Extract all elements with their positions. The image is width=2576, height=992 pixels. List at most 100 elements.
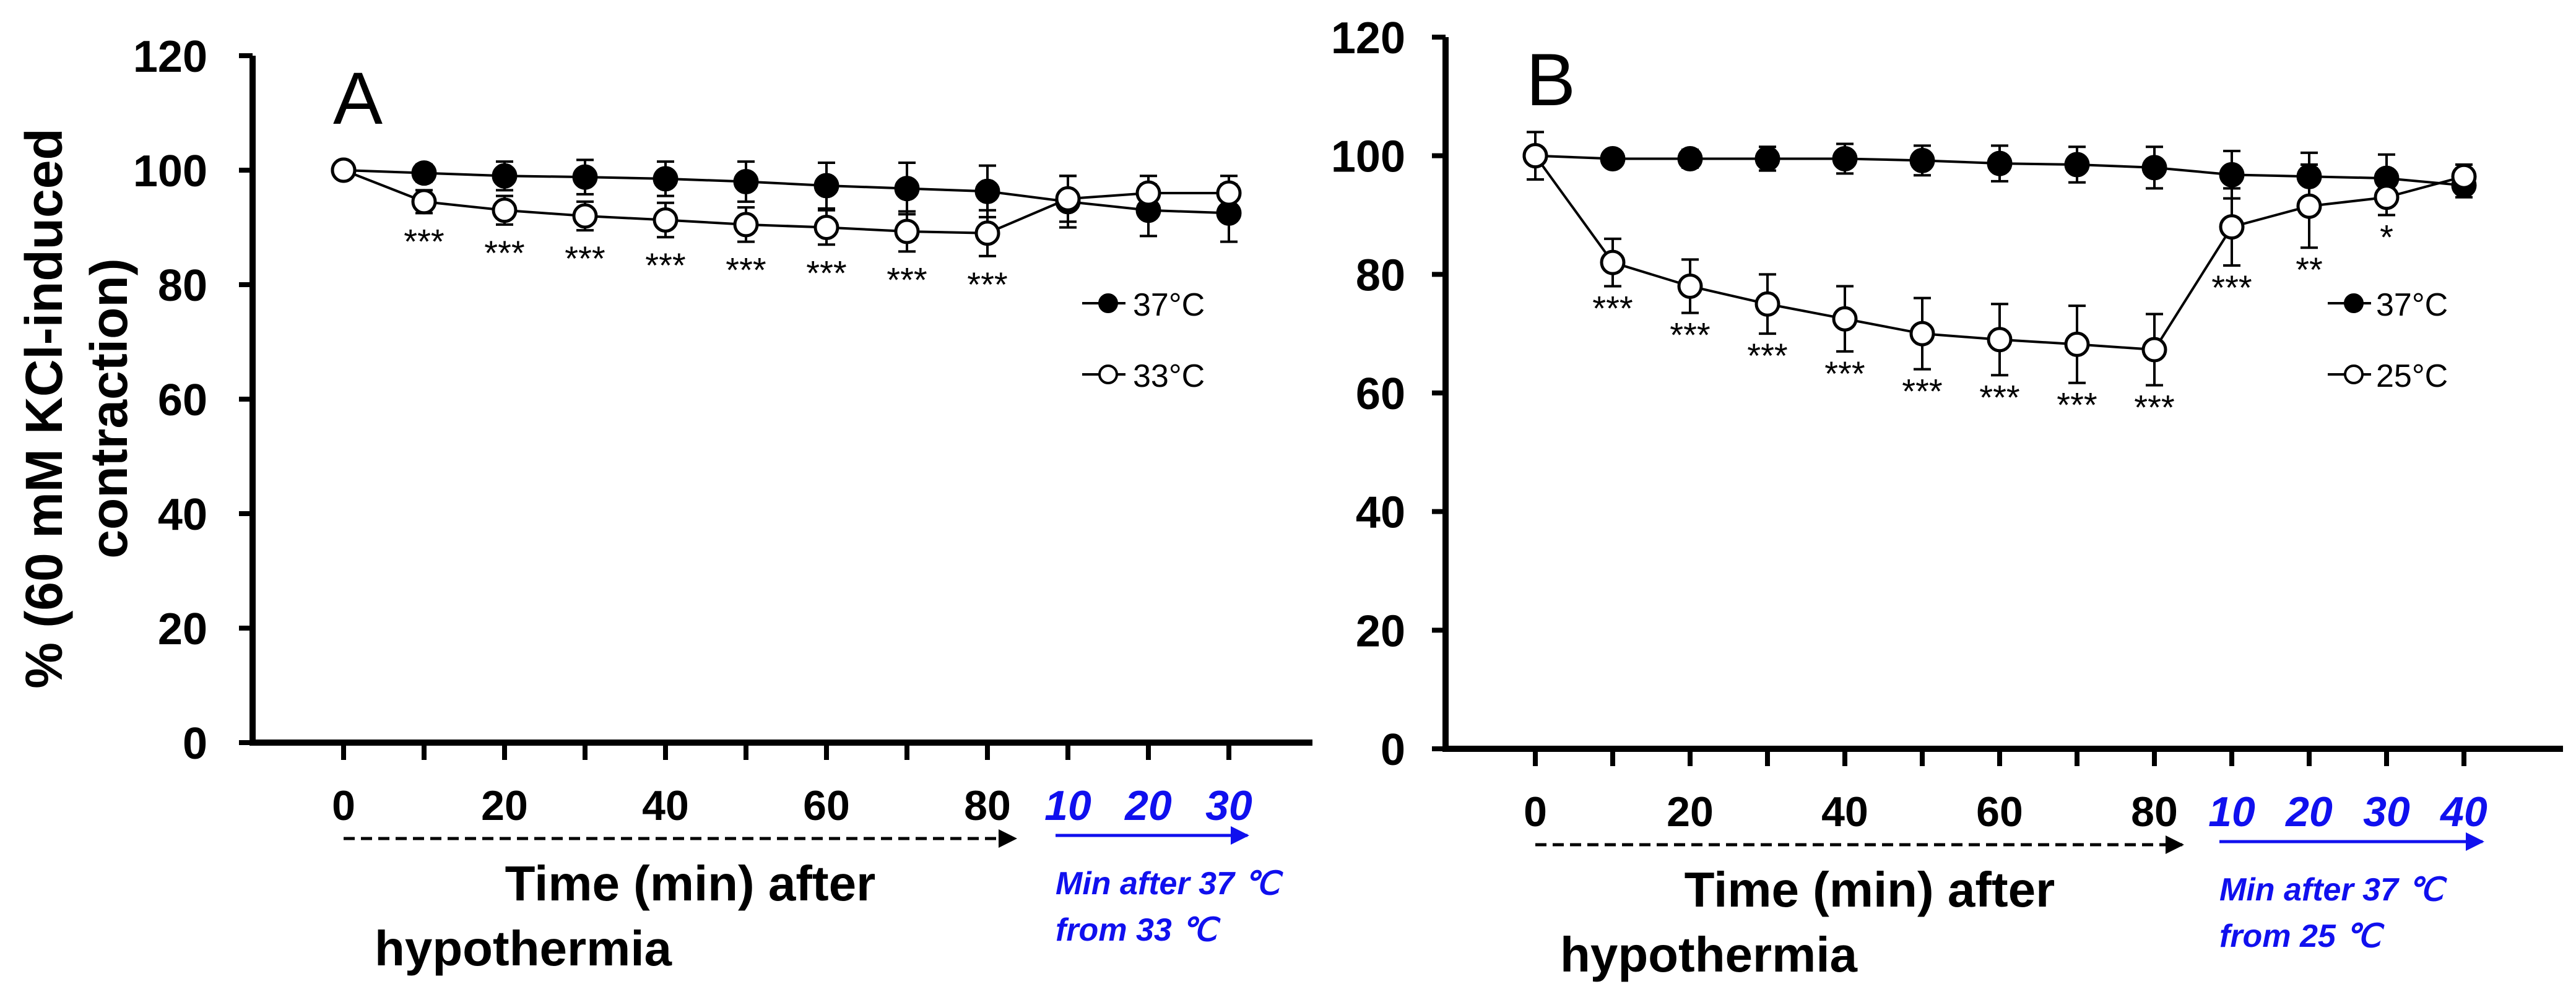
y-axis-label-line1: % (60 mM KCl-induced [15, 128, 73, 688]
significance-annotation: *** [1979, 377, 2019, 416]
x-tick-label: 80 [964, 782, 1011, 829]
y-tick-label: 40 [158, 490, 207, 540]
x-tick-label: 0 [1524, 788, 1547, 835]
data-point-filled [894, 176, 920, 202]
series-line-open [343, 169, 1229, 235]
recovery-label-line2: from 25 ℃ [2219, 918, 2385, 954]
significance-annotation: *** [887, 260, 927, 299]
y-tick-label: 20 [1356, 606, 1405, 656]
recovery-tick-label: 20 [2284, 788, 2333, 835]
y-tick-label: 20 [158, 605, 207, 654]
y-tick-label: 0 [183, 719, 207, 769]
data-point-filled [653, 166, 679, 192]
data-point-open [2451, 163, 2477, 189]
y-tick-label: 100 [133, 147, 207, 196]
x-axis-label-line2: hypothermia [375, 921, 672, 976]
legend-marker-filled [2344, 293, 2364, 313]
data-point-open [331, 157, 357, 183]
significance-annotation: *** [1747, 336, 1787, 375]
y-tick-label: 120 [133, 32, 207, 82]
significance-annotation: *** [806, 253, 846, 292]
significance-annotation: *** [967, 265, 1007, 304]
y-tick-label: 120 [1331, 14, 1405, 63]
data-point-filled [974, 178, 1000, 204]
data-point-open [1754, 291, 1780, 317]
data-point-filled [572, 164, 598, 190]
y-tick-label: 40 [1356, 488, 1405, 538]
data-point-filled [1677, 145, 1703, 171]
data-point-filled [1754, 145, 1780, 171]
data-point-filled [2064, 152, 2090, 178]
significance-annotation: *** [726, 251, 766, 290]
data-point-open [974, 220, 1000, 246]
chart-panel-b: 0 20 40 60 80 100 120 0 20 40 60 80 10 20 30 40 Time (mi… [1331, 14, 2563, 982]
significance-annotation: *** [645, 246, 685, 285]
recovery-tick-label: 30 [1205, 782, 1252, 829]
significance-annotation: * [2380, 218, 2393, 257]
recovery-tick-label: 30 [2363, 788, 2410, 835]
data-point-open [492, 197, 518, 223]
recovery-label-line1: Min after 37 ℃ [2219, 872, 2447, 908]
data-point-filled [1832, 145, 1858, 171]
legend-marker-filled [1098, 293, 1118, 313]
significance-annotation: *** [2057, 386, 2097, 425]
data-point-open [1987, 327, 2013, 353]
significance-annotation: *** [2211, 268, 2252, 307]
recovery-tick-label: 10 [1044, 782, 1091, 829]
data-point-open [1135, 180, 1161, 206]
chart-panel-a: 0 20 40 60 80 100 120 0 20 40 60 80 10 20 30 Time (min)… [133, 32, 1312, 976]
y-tick-label: 60 [1356, 369, 1405, 419]
data-point-filled [1987, 150, 2013, 176]
legend-label: 25°C [2376, 358, 2448, 394]
recovery-label-line2: from 33 ℃ [1056, 912, 1221, 948]
x-tick-label: 40 [642, 782, 689, 829]
data-point-open [411, 189, 437, 215]
data-point-filled [733, 169, 759, 194]
x-tick-label: 60 [803, 782, 850, 829]
data-point-open [1522, 143, 1548, 169]
legend-label: 37°C [2376, 287, 2448, 323]
data-point-open [1832, 306, 1858, 332]
significance-annotation: *** [2134, 388, 2174, 427]
data-point-open [572, 203, 598, 229]
panel-label: B [1526, 38, 1576, 121]
y-tick-label: 100 [1331, 132, 1405, 182]
data-point-open [1600, 249, 1626, 275]
x-tick-label: 0 [332, 782, 355, 829]
x-tick-label: 20 [481, 782, 528, 829]
data-point-filled [1909, 147, 1935, 173]
recovery-tick-label: 10 [2208, 788, 2255, 835]
data-point-open [2374, 184, 2400, 210]
significance-annotation: *** [484, 233, 524, 272]
legend-marker-open [1098, 364, 1118, 384]
data-point-open [813, 215, 839, 240]
data-point-open [653, 207, 679, 233]
x-tick-label: 40 [1821, 788, 1868, 835]
recovery-tick-label: 20 [1124, 782, 1172, 829]
recovery-label-line1: Min after 37 ℃ [1056, 866, 1283, 902]
panel-label: A [333, 57, 383, 140]
significance-annotation: *** [1670, 316, 1710, 355]
x-tick-label: 80 [2131, 788, 2178, 835]
data-point-filled [2141, 155, 2167, 181]
x-tick-label: 60 [1976, 788, 2023, 835]
y-tick-label: 80 [1356, 251, 1405, 300]
significance-annotation: *** [1592, 289, 1633, 328]
data-point-open [2064, 331, 2090, 357]
legend-label: 33°C [1133, 358, 1205, 394]
significance-annotation: *** [1902, 372, 1942, 411]
data-point-filled [2219, 162, 2245, 188]
data-point-open [2296, 193, 2322, 219]
data-point-open [2141, 337, 2167, 363]
data-point-open [733, 212, 759, 238]
x-axis-label-line2: hypothermia [1560, 927, 1858, 982]
significance-annotation: *** [404, 222, 444, 261]
significance-annotation: ** [2296, 250, 2323, 289]
x-tick-label: 20 [1667, 788, 1714, 835]
series-line-filled [343, 169, 1229, 215]
significance-annotation: *** [565, 239, 605, 278]
data-point-filled [492, 163, 518, 189]
data-point-filled [813, 173, 839, 199]
x-axis-label-line1: Time (min) after [505, 856, 876, 911]
y-axis-label-line2: contraction) [80, 258, 138, 558]
